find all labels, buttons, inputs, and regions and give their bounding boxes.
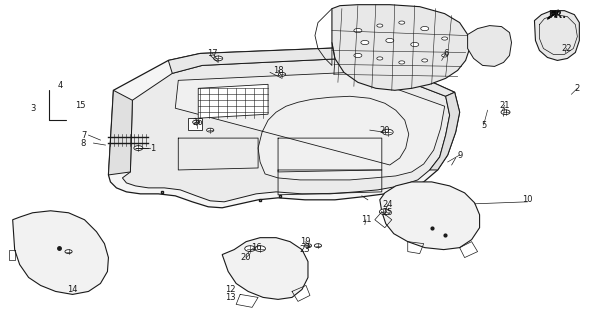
Circle shape xyxy=(304,244,311,248)
Circle shape xyxy=(501,110,510,115)
Text: 17: 17 xyxy=(207,49,218,58)
Polygon shape xyxy=(188,118,202,130)
Circle shape xyxy=(399,21,405,24)
Circle shape xyxy=(442,37,448,40)
Polygon shape xyxy=(122,59,449,202)
Text: 14: 14 xyxy=(67,285,78,294)
Circle shape xyxy=(377,24,383,27)
Polygon shape xyxy=(332,5,470,90)
Text: 19: 19 xyxy=(300,237,310,246)
Text: 26: 26 xyxy=(192,118,203,127)
Text: 23: 23 xyxy=(299,245,310,254)
Text: 16: 16 xyxy=(251,243,262,252)
Text: 11: 11 xyxy=(361,215,371,224)
Polygon shape xyxy=(169,47,455,96)
Text: FR.: FR. xyxy=(548,10,566,20)
Polygon shape xyxy=(109,47,460,208)
Circle shape xyxy=(193,120,200,124)
Circle shape xyxy=(411,42,419,47)
Text: 10: 10 xyxy=(522,195,533,204)
Text: 5: 5 xyxy=(481,121,486,130)
Circle shape xyxy=(134,146,143,150)
Polygon shape xyxy=(109,90,133,175)
Text: 2: 2 xyxy=(575,84,580,93)
Polygon shape xyxy=(380,182,479,250)
Circle shape xyxy=(377,57,383,60)
Text: 15: 15 xyxy=(75,101,86,110)
Text: 20: 20 xyxy=(241,253,251,262)
Circle shape xyxy=(214,56,223,61)
Text: 18: 18 xyxy=(273,66,283,75)
Circle shape xyxy=(442,54,448,57)
Text: 6: 6 xyxy=(443,49,448,58)
Text: 21: 21 xyxy=(499,101,510,110)
Polygon shape xyxy=(222,238,308,300)
Polygon shape xyxy=(430,92,460,170)
Text: 12: 12 xyxy=(225,285,235,294)
Circle shape xyxy=(399,61,405,64)
Text: 20: 20 xyxy=(380,126,390,135)
Text: 25: 25 xyxy=(383,208,393,217)
Polygon shape xyxy=(13,211,109,294)
Circle shape xyxy=(245,246,256,252)
Circle shape xyxy=(379,209,390,215)
Text: 9: 9 xyxy=(457,150,462,160)
Text: 24: 24 xyxy=(383,200,393,209)
Circle shape xyxy=(354,28,362,33)
Circle shape xyxy=(314,244,322,248)
Circle shape xyxy=(386,38,394,43)
Circle shape xyxy=(255,246,265,252)
Circle shape xyxy=(278,72,286,76)
Circle shape xyxy=(422,59,428,62)
Circle shape xyxy=(65,250,72,253)
Text: 22: 22 xyxy=(561,44,572,53)
Text: 4: 4 xyxy=(58,81,63,90)
Polygon shape xyxy=(175,72,445,180)
Circle shape xyxy=(206,128,214,132)
Text: 7: 7 xyxy=(81,131,86,140)
Text: 1: 1 xyxy=(150,144,155,153)
Circle shape xyxy=(421,27,429,31)
Polygon shape xyxy=(467,26,512,67)
Text: 13: 13 xyxy=(225,293,235,302)
Circle shape xyxy=(361,40,369,44)
Circle shape xyxy=(354,53,362,58)
Polygon shape xyxy=(535,11,580,60)
Circle shape xyxy=(382,129,393,135)
Polygon shape xyxy=(198,84,268,118)
Text: 8: 8 xyxy=(81,139,86,148)
Text: 3: 3 xyxy=(30,104,35,113)
